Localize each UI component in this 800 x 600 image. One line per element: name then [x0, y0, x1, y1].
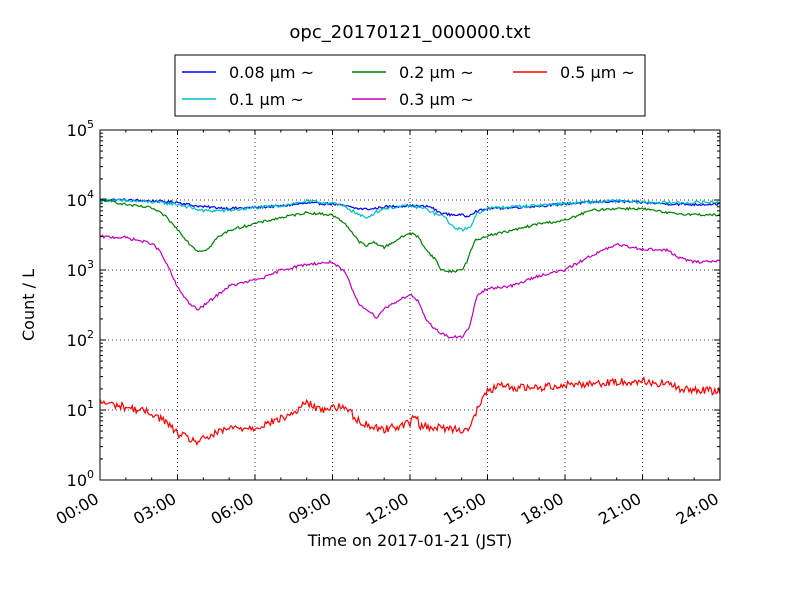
x-tick-label: 21:00: [595, 489, 644, 529]
x-tick-label: 03:00: [130, 489, 179, 529]
x-tick-label: 00:00: [53, 489, 102, 529]
x-axis-label: Time on 2017-01-21 (JST): [307, 531, 512, 550]
series-group: [100, 197, 720, 447]
x-tick-labels: 00:00 03:00 06:00 09:00 12:00 15:00 18:00 21:00…: [53, 489, 722, 529]
y-tick-exponent: 0: [87, 468, 94, 481]
y-tick-label: 103: [67, 258, 94, 280]
y-tick-base: 10: [67, 121, 87, 140]
y-tick-label: 105: [67, 118, 94, 140]
legend-label: 0.2 μm ~: [399, 63, 474, 82]
x-tick-label: 09:00: [285, 489, 334, 529]
series-line: [100, 234, 720, 339]
legend-label: 0.1 μm ~: [229, 90, 304, 109]
legend: 0.08 μm ~ 0.1 μm ~ 0.2 μm ~ 0.3 μm ~ 0.5 μm …: [174, 54, 646, 117]
y-tick-label: 101: [67, 398, 94, 420]
y-axis-label: Count / L: [19, 269, 38, 341]
y-tick-exponent: 5: [87, 118, 94, 131]
y-tick-exponent: 3: [87, 258, 94, 271]
y-tick-exponent: 1: [87, 398, 94, 411]
legend-label: 0.5 μm ~: [560, 63, 635, 82]
x-tick-label: 24:00: [673, 489, 722, 529]
x-tick-label: 12:00: [363, 489, 412, 529]
x-tick-label: 15:00: [440, 489, 489, 529]
y-tick-exponent: 2: [87, 328, 94, 341]
y-tick-label: 102: [67, 328, 94, 350]
y-tick-base: 10: [67, 331, 87, 350]
legend-label: 0.3 μm ~: [399, 90, 474, 109]
y-tick-label: 100: [67, 468, 94, 490]
series-line: [100, 197, 720, 232]
series-line: [100, 376, 720, 447]
y-tick-label: 104: [67, 188, 94, 210]
x-tick-label: 18:00: [518, 489, 567, 529]
chart-title: opc_20170121_000000.txt: [289, 22, 530, 43]
y-tick-base: 10: [67, 471, 87, 490]
x-tick-label: 06:00: [208, 489, 257, 529]
y-tick-base: 10: [67, 401, 87, 420]
y-tick-base: 10: [67, 261, 87, 280]
legend-frame: [174, 54, 646, 117]
y-tick-exponent: 4: [87, 188, 94, 201]
ticks: [99, 129, 721, 481]
series-line: [100, 198, 720, 274]
y-tick-base: 10: [67, 191, 87, 210]
legend-label: 0.08 μm ~: [229, 63, 314, 82]
